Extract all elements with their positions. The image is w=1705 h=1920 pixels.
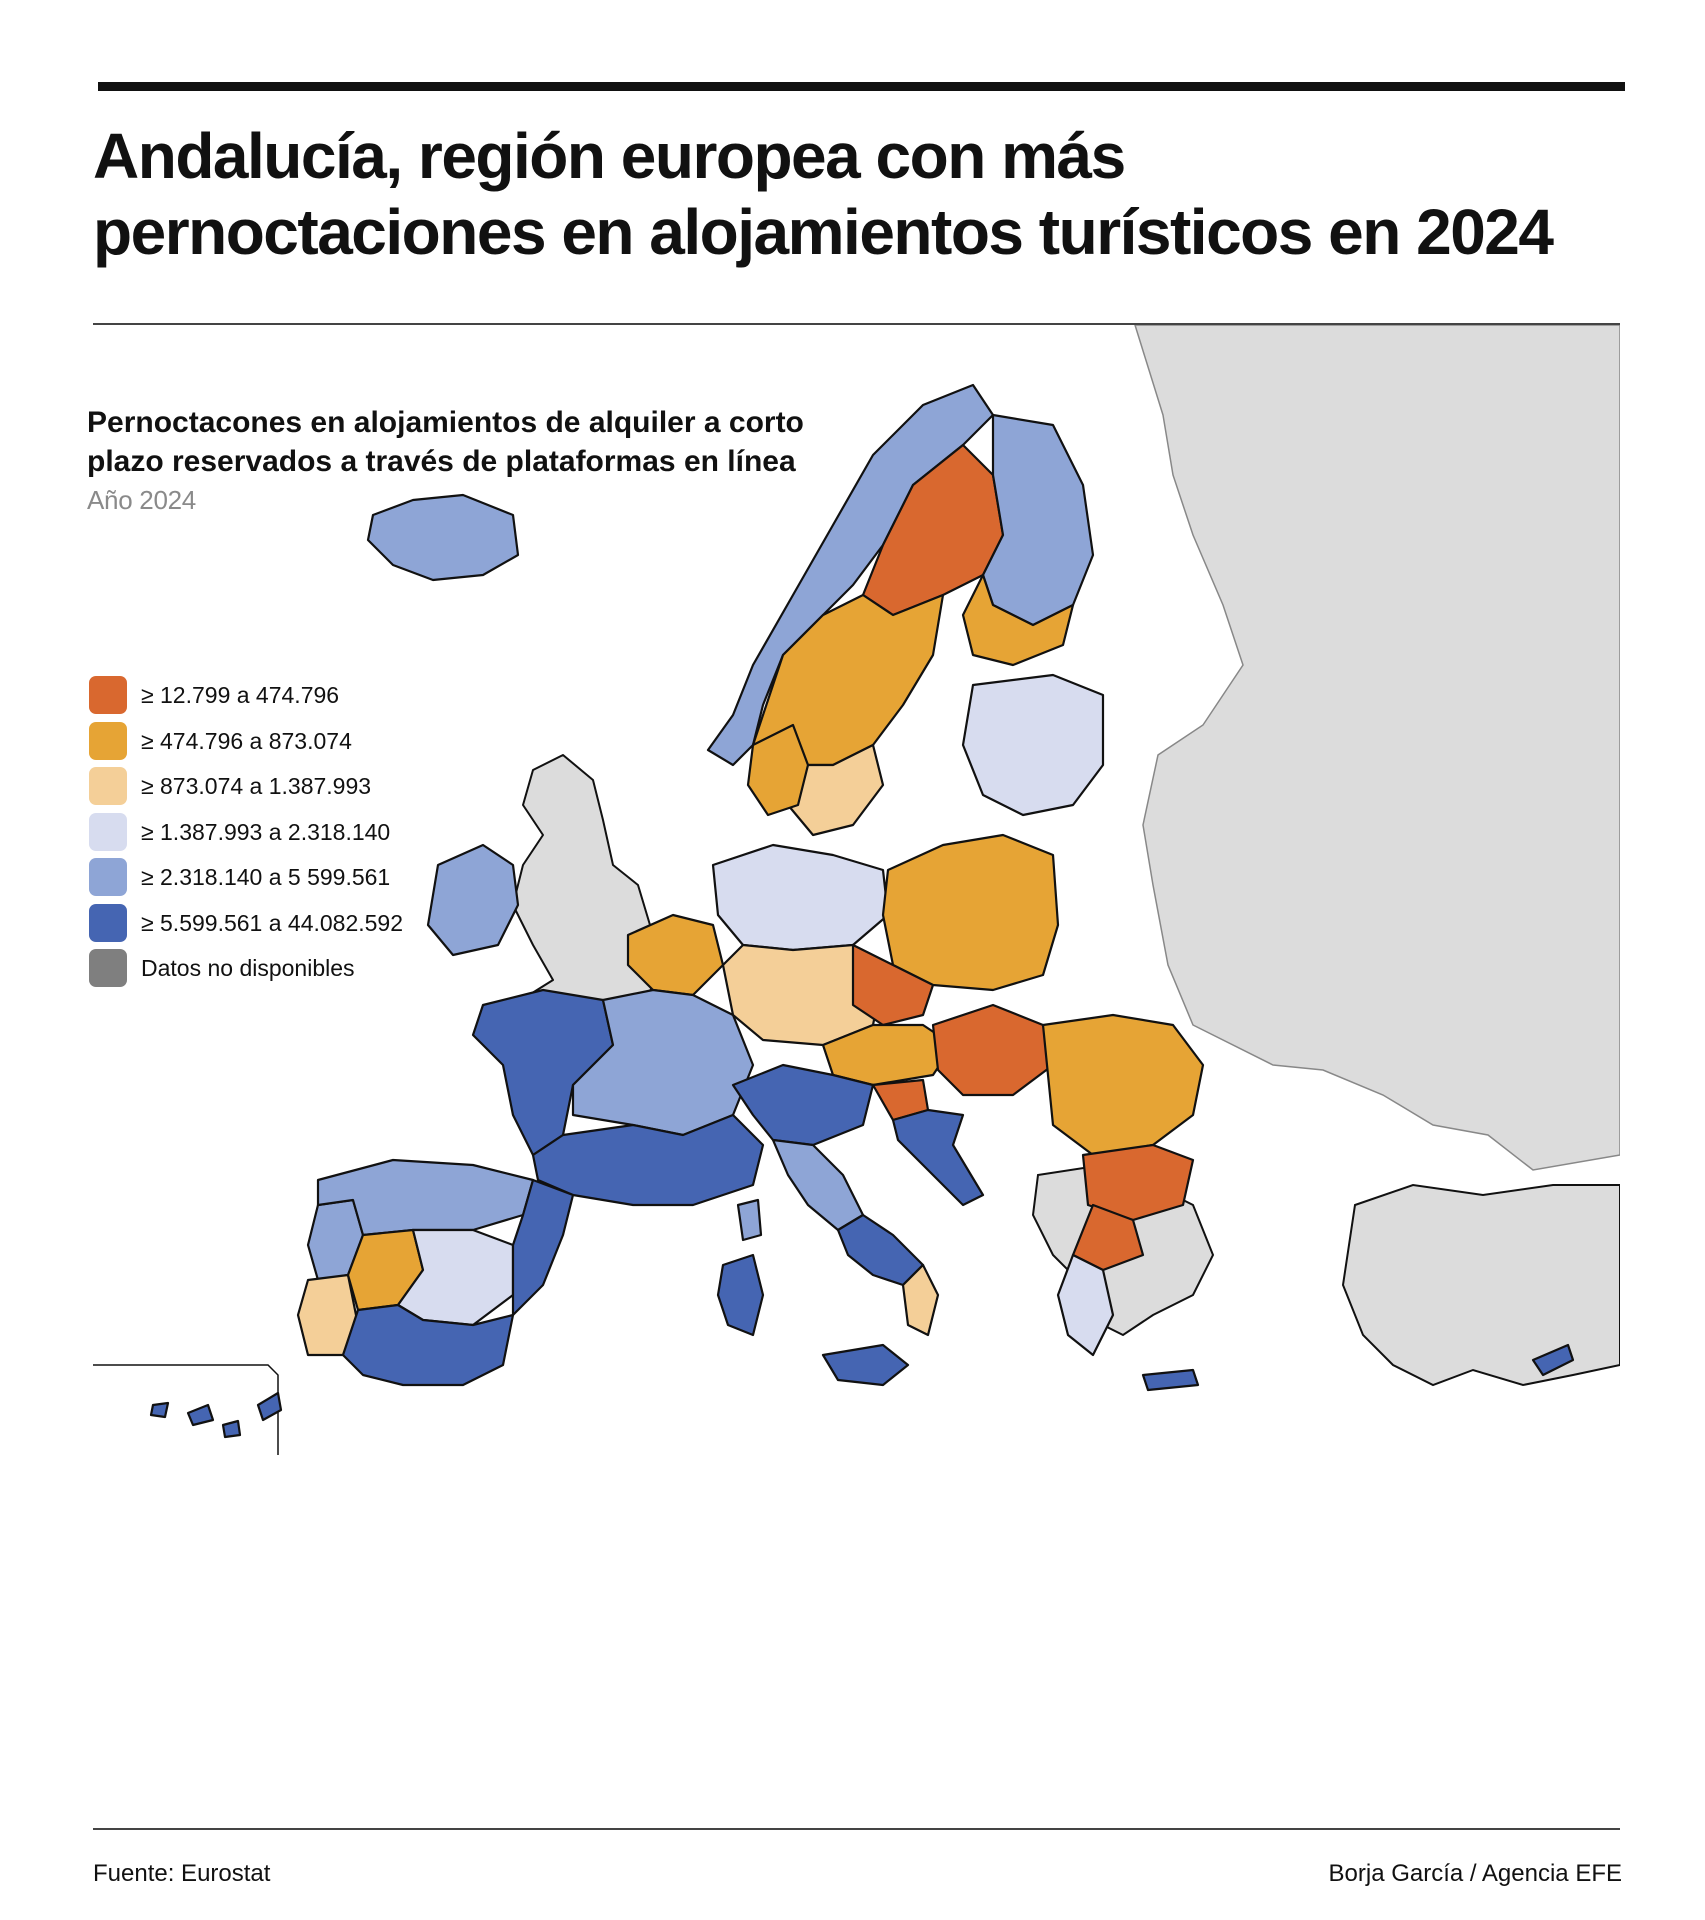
region-islandia bbox=[366, 493, 520, 582]
legend-label: ≥ 5.599.561 a 44.082.592 bbox=[141, 909, 404, 936]
legend-label: ≥ 12.799 a 474.796 bbox=[141, 682, 340, 708]
region-grecia-sur bbox=[1056, 1253, 1115, 1357]
region-chequia bbox=[851, 943, 935, 1027]
legend-swatch bbox=[89, 858, 127, 896]
headline-line-2: pernoctaciones en alojamientos turístico… bbox=[93, 196, 1554, 268]
canarias-inset-frame bbox=[93, 1364, 279, 1455]
region-polonia bbox=[881, 833, 1060, 992]
region-sicilia bbox=[821, 1343, 910, 1387]
region-dinamarca bbox=[746, 723, 810, 817]
map-canvas bbox=[93, 325, 1620, 1455]
region-canarias-2 bbox=[186, 1403, 215, 1427]
region-calabria bbox=[901, 1263, 940, 1337]
legend-label: ≥ 1.387.993 a 2.318.140 bbox=[141, 818, 391, 845]
region-chipre bbox=[1531, 1343, 1575, 1377]
legend-swatch bbox=[89, 903, 127, 942]
legend-label: ≥ 873.074 a 1.387.993 bbox=[141, 773, 372, 799]
subtitle-line-2: plazo reservados a través de plataformas… bbox=[87, 445, 796, 478]
region-francia-sur bbox=[531, 1113, 765, 1207]
region-alemania-norte bbox=[711, 843, 890, 952]
region-canarias-1 bbox=[149, 1401, 170, 1419]
credit-label: Borja García / Agencia EFE bbox=[1328, 1860, 1622, 1887]
region-croacia bbox=[891, 1108, 985, 1207]
region-andalucia bbox=[341, 1303, 515, 1387]
europe-map: Pernoctacones en alojamientos de alquile… bbox=[87, 325, 1620, 1780]
legend-label: Datos no disponibles bbox=[141, 955, 355, 981]
region-uk bbox=[502, 754, 654, 1031]
subtitle-line-1: Pernoctacones en alojamientos de alquile… bbox=[87, 406, 804, 439]
legend-label: ≥ 2.318.140 a 5 599.561 bbox=[141, 864, 391, 890]
headline-line-1: Andalucía, región europea con más bbox=[93, 120, 1126, 192]
legend-swatch bbox=[89, 767, 127, 805]
region-finlandia-sur bbox=[961, 573, 1075, 667]
region-grecia-norte bbox=[1071, 1203, 1145, 1272]
top-rule bbox=[98, 82, 1625, 91]
region-canarias-3 bbox=[221, 1419, 242, 1439]
region-canarias-4 bbox=[256, 1391, 283, 1422]
region-rumania bbox=[1041, 1013, 1205, 1157]
legend-swatch bbox=[89, 721, 127, 760]
header-divider bbox=[93, 323, 1620, 325]
legend-swatch bbox=[89, 949, 127, 987]
region-cataluna-levante bbox=[511, 1178, 575, 1317]
headline: Andalucía, región europea con más pernoc… bbox=[93, 118, 1633, 270]
region-italia-centro bbox=[771, 1138, 865, 1232]
region-suecia-sur bbox=[786, 743, 885, 837]
region-irlanda bbox=[426, 843, 520, 957]
source-label: Fuente: Eurostat bbox=[93, 1860, 271, 1887]
region-cerdena bbox=[716, 1253, 765, 1337]
region-finlandia-norte bbox=[981, 413, 1095, 627]
region-corcega bbox=[736, 1198, 763, 1242]
region-creta bbox=[1141, 1368, 1200, 1392]
legend-swatch bbox=[89, 676, 127, 714]
region-benelux bbox=[626, 913, 725, 997]
region-italia-norte bbox=[731, 1063, 875, 1147]
footer-divider bbox=[93, 1828, 1620, 1830]
legend-label: ≥ 474.796 a 873.074 bbox=[141, 727, 352, 754]
region-hungria bbox=[931, 1003, 1055, 1097]
non-eu-turkey-balkans bbox=[1341, 1183, 1620, 1387]
region-bulgaria bbox=[1081, 1143, 1195, 1222]
map-subtitle: Pernoctacones en alojamientos de alquile… bbox=[87, 403, 987, 481]
region-balticos bbox=[961, 673, 1105, 817]
legend-swatch bbox=[89, 812, 127, 851]
region-italia-sur bbox=[836, 1213, 925, 1287]
non-eu-east-landmass bbox=[1134, 325, 1620, 1171]
year-label: Año 2024 bbox=[87, 485, 196, 515]
